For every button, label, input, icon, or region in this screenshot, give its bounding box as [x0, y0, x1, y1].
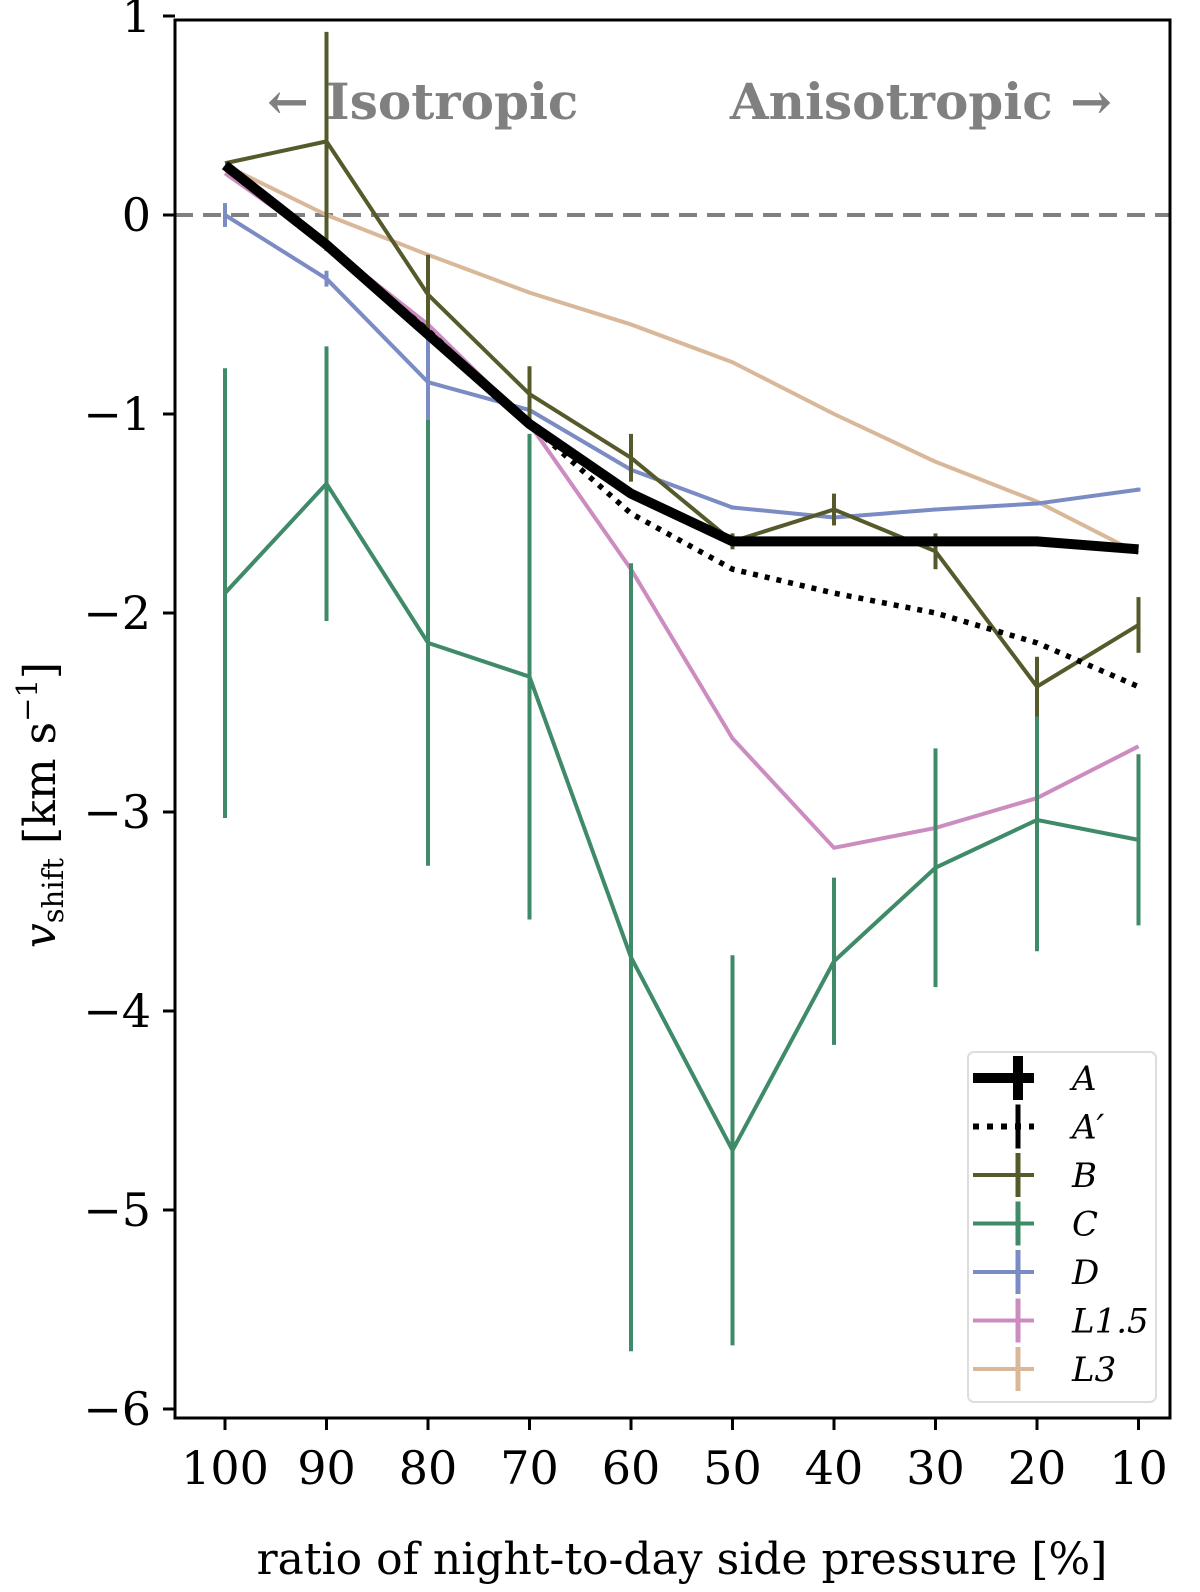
series-a [221, 161, 1139, 555]
series-d [223, 203, 1141, 524]
y-tick-label: 0 [122, 188, 151, 242]
legend-label: D [1071, 1253, 1099, 1293]
x-tick-label: 60 [602, 1441, 661, 1495]
legend-entry: D [973, 1250, 1099, 1294]
series-l3 [224, 163, 1140, 556]
x-tick-label: 20 [1008, 1441, 1067, 1495]
svg-text:vshift [km s−1]: vshift [km s−1] [10, 662, 70, 948]
y-tick-label: −3 [83, 785, 151, 839]
x-tick-label: 10 [1109, 1441, 1168, 1495]
legend-box [967, 1051, 1157, 1403]
y-tick-label: −1 [83, 387, 151, 441]
annotation-isotropic: ← Isotropic [267, 72, 578, 131]
series-c [223, 346, 1141, 1352]
x-axis-label: ratio of night-to-day side pressure [%] [257, 1534, 1108, 1585]
legend-entry: L1.5 [973, 1298, 1149, 1343]
legend-label: C [1072, 1205, 1098, 1245]
y-tick-label: −5 [83, 1183, 151, 1237]
series-line [221, 161, 1139, 555]
legend: A A′ BCD L1.5 L3 [967, 1051, 1157, 1403]
x-tick-label: 50 [703, 1441, 762, 1495]
y-axis-label: vshift [km s−1] [10, 662, 70, 948]
y-label-symbol: v [15, 923, 66, 948]
series-a-prime [223, 163, 1140, 690]
y-label-close: ] [15, 662, 66, 679]
series-line [223, 163, 1140, 690]
legend-entry: L3 [973, 1347, 1116, 1391]
x-tick-label: 70 [500, 1441, 559, 1495]
x-tick-label: 100 [181, 1441, 269, 1495]
legend-label: A′ [1069, 1108, 1105, 1148]
legend-label: L3 [1071, 1350, 1116, 1390]
legend-label: B [1071, 1156, 1097, 1196]
series-line [223, 213, 1139, 520]
y-label-unit: [km s [15, 722, 66, 858]
series-line [224, 139, 1140, 689]
series-line [223, 481, 1139, 1153]
y-label-subscript: shift [36, 858, 70, 924]
y-tick-label: 1 [122, 0, 151, 43]
legend-entry: C [973, 1201, 1098, 1246]
y-label-exponent: −1 [10, 679, 44, 722]
y-tick-label: −4 [83, 984, 151, 1038]
plot-frame [173, 18, 1172, 1420]
annotation-anisotropic: Anisotropic → [729, 72, 1112, 131]
annotations: ← Isotropic Anisotropic → [267, 72, 1112, 131]
x-tick-label: 30 [906, 1441, 965, 1495]
legend-entry: A [973, 1056, 1097, 1100]
y-tick-label: −6 [83, 1382, 151, 1436]
legend-entry: B [973, 1153, 1097, 1197]
series-line [224, 163, 1140, 556]
legend-label: L1.5 [1071, 1302, 1149, 1342]
x-tick-label: 80 [399, 1441, 458, 1495]
plot-area [175, 31, 1170, 1352]
legend-entry: A′ [973, 1104, 1105, 1149]
legend-label: A [1069, 1059, 1097, 1099]
series-b [224, 31, 1141, 717]
x-tick-label: 90 [297, 1441, 356, 1495]
x-tick-label: 40 [805, 1441, 864, 1495]
y-tick-label: −2 [83, 586, 151, 640]
